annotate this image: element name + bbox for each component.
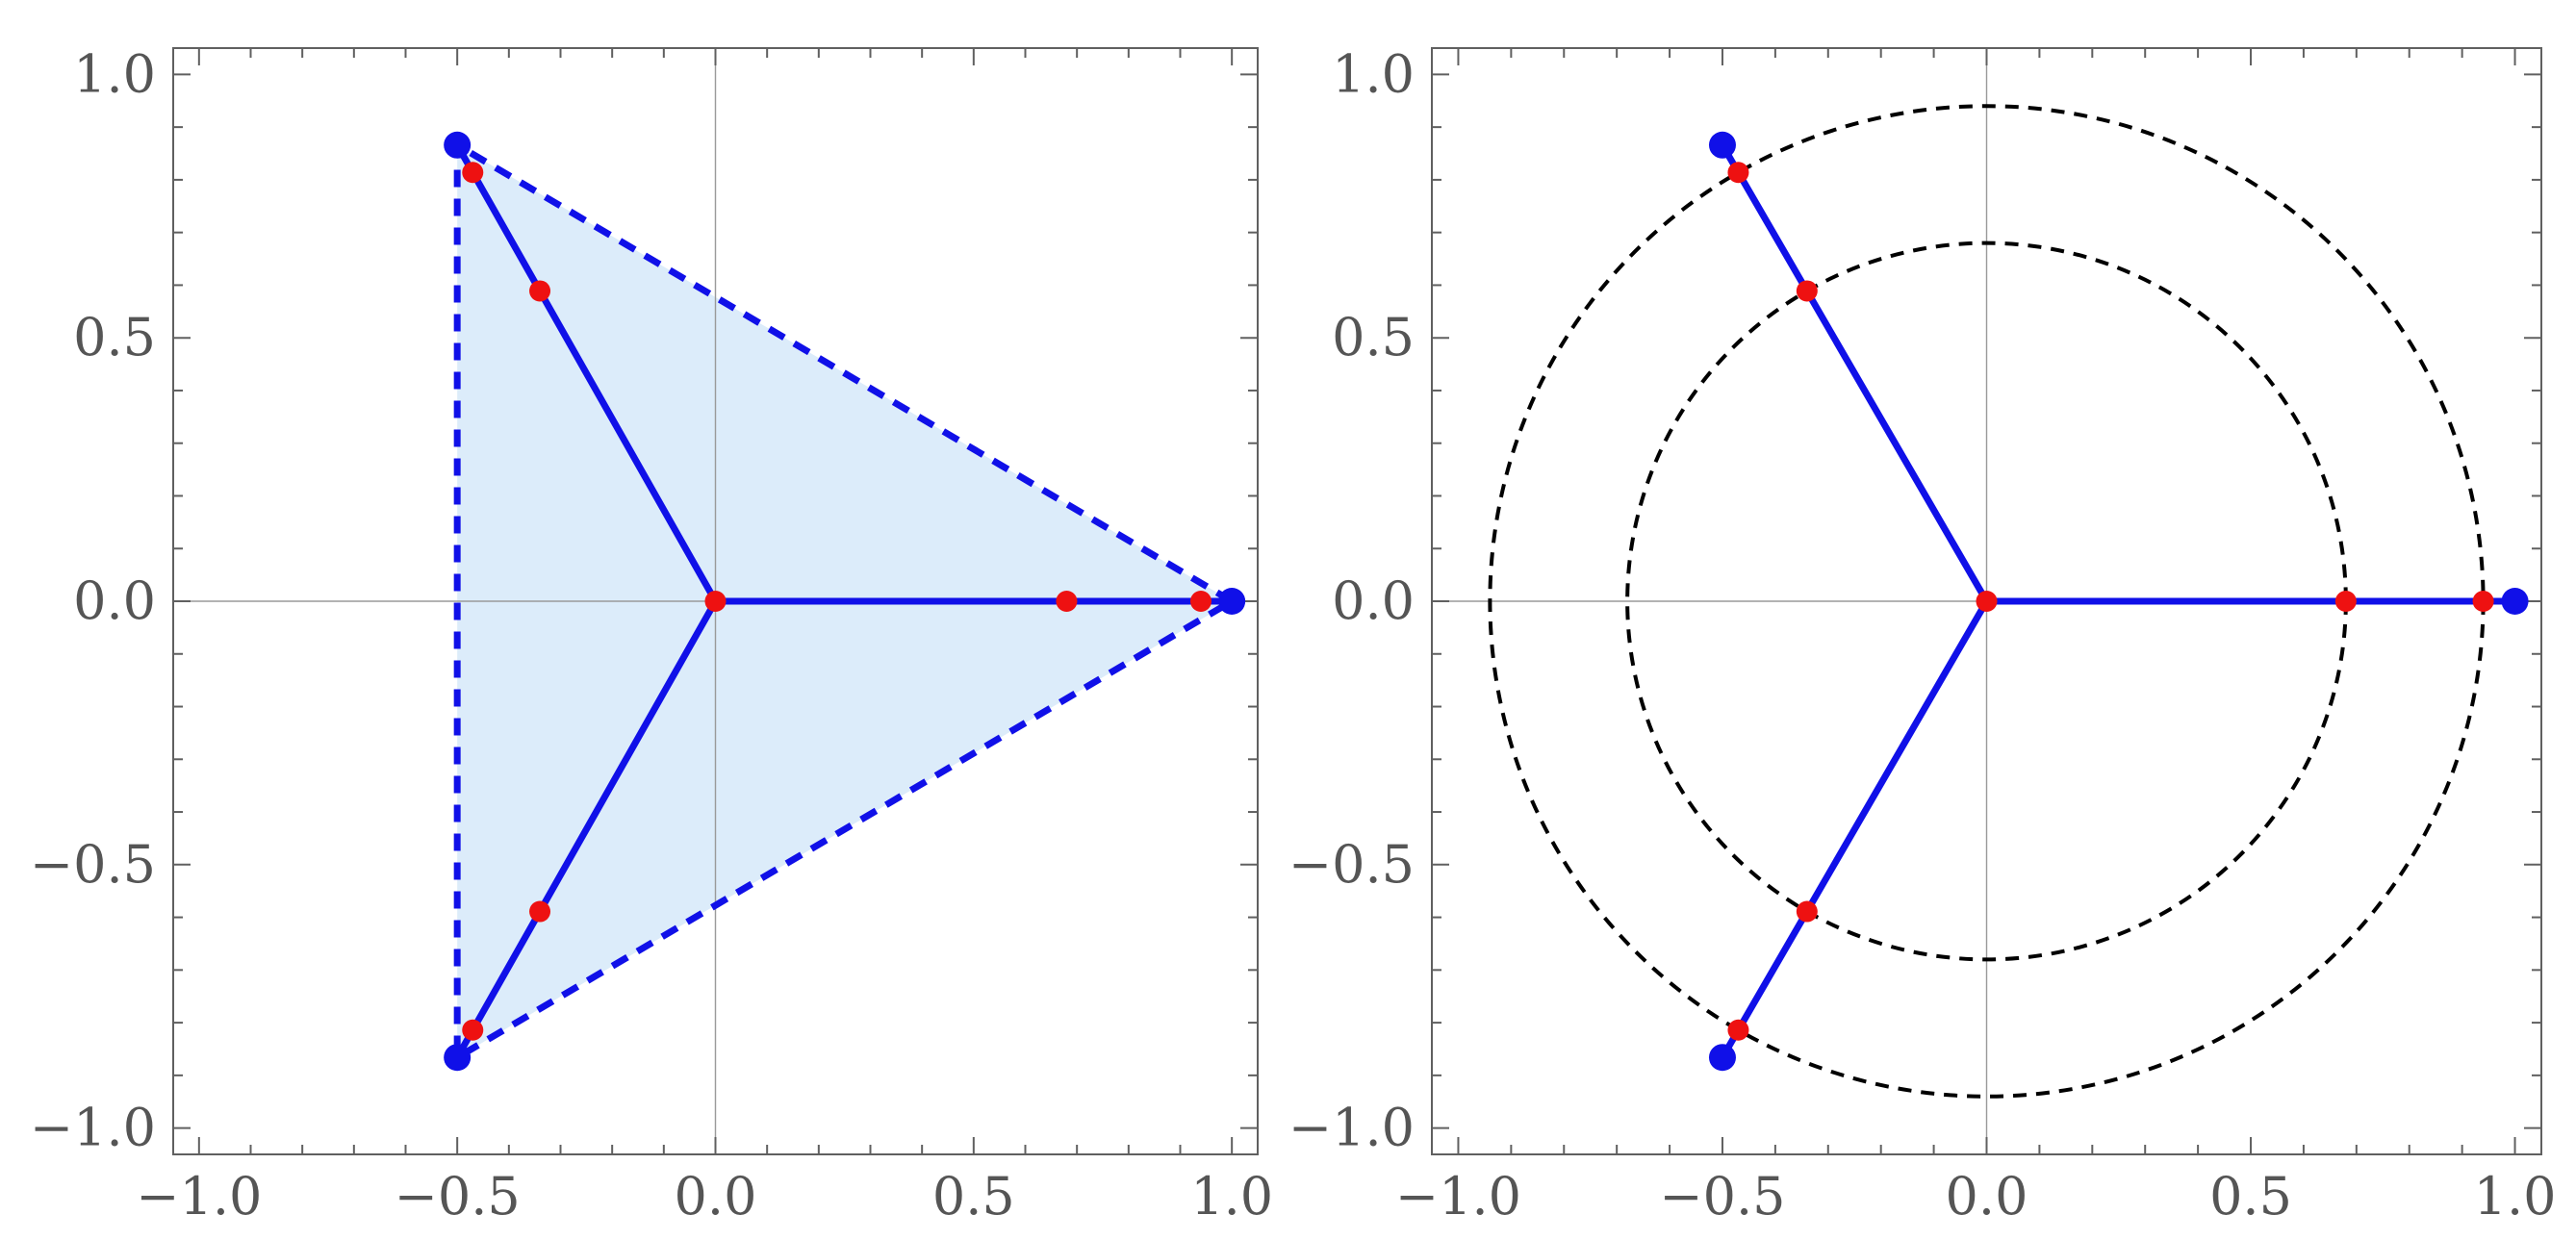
vertex-point <box>1708 131 1736 159</box>
y-tick-label: 0.0 <box>1332 570 1415 631</box>
inner-point <box>1796 280 1818 302</box>
vertex-point <box>1708 1044 1736 1072</box>
segment-line <box>453 141 719 605</box>
y-tick-label: 0.5 <box>73 307 156 367</box>
segment-line <box>1719 141 1990 605</box>
right-panel: −1.0 −0.5 0.0 0.5 1.0 −1.0 −0.5 0.0 0.5 1.0 <box>1288 43 2557 1227</box>
segment-line <box>453 597 719 1061</box>
y-tick-label: −1.0 <box>30 1098 156 1158</box>
inner-point <box>2472 591 2494 612</box>
x-tick-label: −1.0 <box>1395 1166 1521 1227</box>
inner-point <box>1796 900 1818 923</box>
left-panel: −1.0 −0.5 0.0 0.5 1.0 −1.0 −0.5 0.0 0.5 1.0 <box>30 43 1273 1227</box>
y-tick-label: 0.5 <box>1332 307 1415 367</box>
inner-point <box>462 1019 484 1041</box>
x-tick-label: 1.0 <box>1190 1166 1273 1227</box>
inner-point <box>704 591 727 612</box>
y-tick-label: −1.0 <box>1288 1098 1415 1158</box>
segment-line <box>1719 597 1990 1061</box>
inner-point <box>1727 1019 1749 1041</box>
x-tick-label: −0.5 <box>1659 1166 1785 1227</box>
inner-point <box>529 900 551 923</box>
y-tick-label: −0.5 <box>1288 834 1415 895</box>
inner-point <box>529 280 551 302</box>
vertex-point <box>444 131 472 159</box>
inner-point <box>2334 591 2357 612</box>
inner-point <box>1189 591 1211 612</box>
vertex-point <box>1218 588 1246 615</box>
vertex-point <box>444 1044 472 1072</box>
x-tick-label: 1.0 <box>2474 1166 2557 1227</box>
inner-point <box>462 162 484 184</box>
x-tick-label: 0.0 <box>1946 1166 2028 1227</box>
triangle-dashed-edge <box>453 139 1239 1064</box>
x-tick-label: 0.5 <box>2209 1166 2292 1227</box>
inner-point <box>1976 591 1998 612</box>
vertex-point <box>2501 588 2529 615</box>
x-tick-label: 0.5 <box>932 1166 1015 1227</box>
inner-point <box>1727 162 1749 184</box>
y-tick-label: 1.0 <box>1332 43 1415 104</box>
inner-point <box>1056 591 1078 612</box>
y-tick-label: −0.5 <box>30 834 156 895</box>
x-tick-label: −1.0 <box>136 1166 262 1227</box>
y-tick-label: 1.0 <box>73 43 156 104</box>
x-tick-label: 0.0 <box>675 1166 757 1227</box>
x-tick-label: −0.5 <box>395 1166 521 1227</box>
y-tick-label: 0.0 <box>73 570 156 631</box>
